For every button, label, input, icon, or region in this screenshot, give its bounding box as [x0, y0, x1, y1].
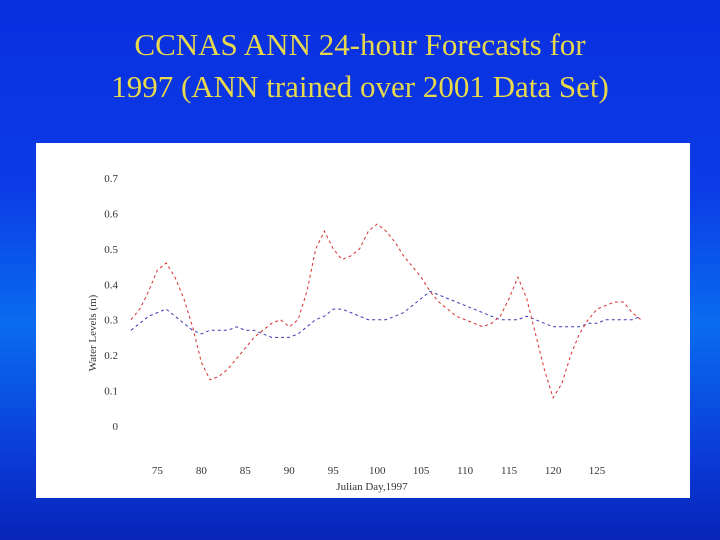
y-tick-label: 0.1: [104, 386, 118, 398]
slide-title: CCNAS ANN 24-hour Forecasts for 1997 (AN…: [0, 24, 720, 108]
x-tick-label: 120: [545, 465, 562, 477]
x-tick-label: 100: [369, 465, 386, 477]
chart-ticks: 75 80 85 90 95 100 105 110 115 120 125 0 0.1 0.2 0.3 0.…: [104, 173, 606, 477]
title-line-2: 1997 (ANN trained over 2001 Data Set): [111, 69, 609, 104]
y-tick-label: 0: [113, 421, 119, 433]
x-tick-label: 125: [589, 465, 606, 477]
y-tick-label: 0.7: [104, 173, 118, 185]
chart-panel: 75 80 85 90 95 100 105 110 115 120 125 0 0.1 0.2 0.3 0.…: [36, 143, 690, 498]
x-tick-label: 115: [501, 465, 518, 477]
x-tick-label: 95: [328, 465, 340, 477]
title-line-1: CCNAS ANN 24-hour Forecasts for: [134, 27, 586, 62]
series-line-2: [130, 223, 642, 399]
x-tick-label: 75: [152, 465, 164, 477]
y-tick-label: 0.3: [104, 315, 118, 327]
y-axis-label: Water Levels (m): [87, 294, 99, 371]
x-tick-label: 80: [196, 465, 208, 477]
x-tick-label: 105: [413, 465, 430, 477]
y-tick-label: 0.2: [104, 350, 118, 362]
x-tick-label: 85: [240, 465, 252, 477]
x-tick-label: 110: [457, 465, 474, 477]
y-tick-label: 0.4: [104, 279, 118, 291]
y-tick-label: 0.5: [104, 244, 118, 256]
water-level-chart: 75 80 85 90 95 100 105 110 115 120 125 0 0.1 0.2 0.3 0.…: [87, 173, 642, 493]
chart-marks: [130, 223, 642, 399]
x-tick-label: 90: [284, 465, 296, 477]
series-line-1: [130, 290, 642, 338]
x-axis-label: Julian Day,1997: [336, 481, 408, 493]
y-tick-label: 0.6: [104, 208, 118, 220]
